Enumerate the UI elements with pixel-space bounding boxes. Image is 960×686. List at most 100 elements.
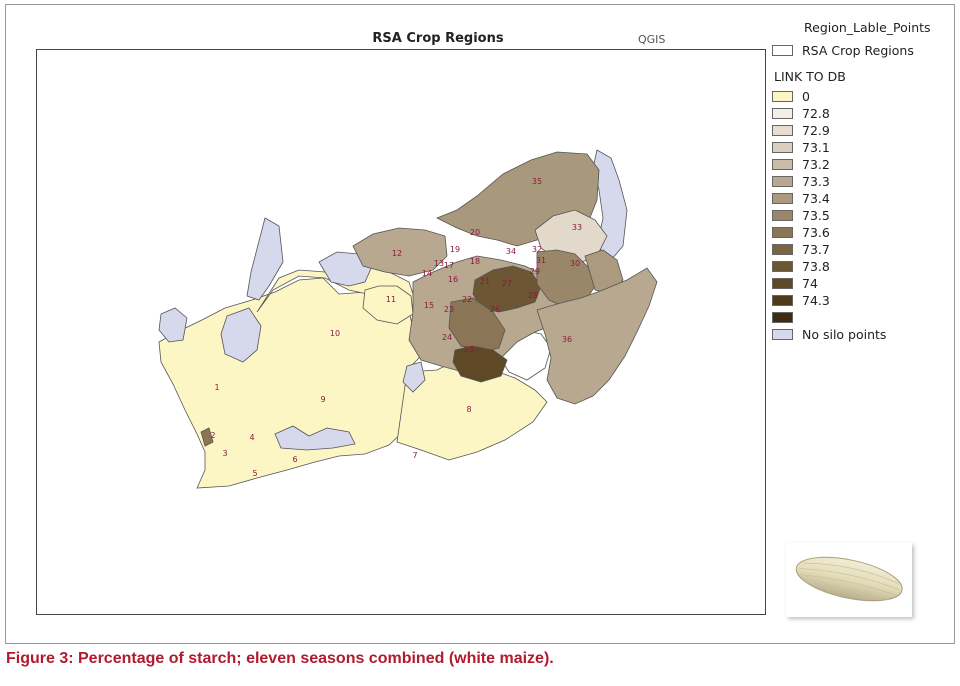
region-nosilo-kalahari [318, 251, 374, 287]
legend-swatch [772, 158, 793, 170]
region-label-6: 6 [292, 455, 297, 464]
legend-swatch [772, 277, 793, 289]
region-label-24: 24 [442, 333, 452, 342]
regions-layer-swatch [772, 44, 793, 56]
region-label-15: 15 [424, 301, 434, 310]
legend-swatch [772, 209, 793, 221]
white-maize-photo [786, 543, 912, 617]
legend-class-13 [772, 310, 802, 324]
legend-points-layer: Region_Lable_Points [804, 20, 931, 35]
region-nosilo-free-state [402, 361, 426, 393]
region-label-3: 3 [222, 449, 227, 458]
region-label-2: 2 [210, 431, 215, 440]
legend-class-11: 74 [772, 275, 818, 291]
region-nosilo-namaqua [158, 307, 188, 343]
legend-class-label: 72.9 [802, 122, 830, 138]
legend-swatch [772, 124, 793, 136]
region-label-35: 35 [532, 177, 542, 186]
legend-swatch [772, 243, 793, 255]
legend-swatch [772, 107, 793, 119]
legend-regions-layer: RSA Crop Regions [772, 42, 914, 58]
region-brown-kzn [536, 267, 658, 405]
region-label-20: 20 [470, 228, 480, 237]
region-label-5: 5 [252, 469, 257, 478]
region-cape-strip [200, 427, 214, 447]
legend-class-label: 72.8 [802, 105, 830, 121]
legend-swatch [772, 311, 793, 323]
legend-class-label: 73.5 [802, 207, 830, 223]
region-brown-northwest [352, 227, 448, 277]
region-label-32: 32 [532, 245, 542, 254]
legend-swatch [772, 260, 793, 272]
legend-class-3: 73.1 [772, 139, 830, 155]
region-label-16: 16 [448, 275, 458, 284]
region-label-29: 29 [530, 267, 540, 276]
legend-class-12: 74.3 [772, 292, 830, 308]
legend-class-5: 73.3 [772, 173, 830, 189]
region-brown-mpumalanga [536, 249, 596, 309]
legend-class-label: 73.4 [802, 190, 830, 206]
region-label-11: 11 [386, 295, 396, 304]
legend-class-8: 73.6 [772, 224, 830, 240]
region-label-7: 7 [412, 451, 417, 460]
region-label-22: 22 [462, 295, 472, 304]
legend-class-label: 73.6 [802, 224, 830, 240]
legend-class-label: 73.1 [802, 139, 830, 155]
software-label: QGIS [638, 33, 666, 46]
region-nosilo-karoo [220, 307, 262, 363]
region-label-31: 31 [536, 256, 546, 265]
region-label-26: 26 [490, 305, 500, 314]
legend-class-2: 72.9 [772, 122, 830, 138]
legend-class-4: 73.2 [772, 156, 830, 172]
legend-class-label: 73.2 [802, 156, 830, 172]
region-label-10: 10 [330, 329, 340, 338]
region-label-4: 4 [249, 433, 254, 442]
region-label-18: 18 [470, 257, 480, 266]
no-silo-swatch [772, 328, 793, 340]
region-label-19: 19 [450, 245, 460, 254]
region-nosilo-northwest [246, 217, 284, 301]
legend-class-label: 74 [802, 275, 818, 291]
legend-swatch [772, 192, 793, 204]
region-brown-dark-25 [452, 345, 508, 383]
map-canvas: 1 2 3 4 5 6 7 8 9 10 11 12 13 14 15 16 17 18 19 20 21 22 23 24 2… [36, 49, 766, 615]
regions-layer-label: RSA Crop Regions [802, 42, 914, 58]
legend-class-label: 74.3 [802, 292, 830, 308]
maize-cob-image [795, 556, 903, 602]
legend-no-silo: No silo points [772, 326, 887, 342]
legend-class-6: 73.4 [772, 190, 830, 206]
region-brown-30 [584, 249, 624, 295]
region-label-28: 28 [528, 291, 538, 300]
region-label-17: 17 [444, 261, 454, 270]
region-label-12: 12 [392, 249, 402, 258]
region-label-25: 25 [464, 345, 474, 354]
region-label-8: 8 [466, 405, 471, 414]
region-label-34: 34 [506, 247, 516, 256]
region-label-1: 1 [214, 383, 219, 392]
region-label-30: 30 [570, 259, 580, 268]
legend-class-label: 0 [802, 88, 810, 104]
legend-class-label: 73.3 [802, 173, 830, 189]
region-label-21: 21 [480, 277, 490, 286]
no-silo-label: No silo points [802, 326, 887, 342]
region-label-27: 27 [502, 279, 512, 288]
legend-class-10: 73.8 [772, 258, 830, 274]
legend-swatch [772, 141, 793, 153]
region-label-23: 23 [444, 305, 454, 314]
region-brown-mid-core [448, 297, 506, 353]
region-label-9: 9 [320, 395, 325, 404]
legend-swatch [772, 226, 793, 238]
legend-class-7: 73.5 [772, 207, 830, 223]
legend-class-1: 72.8 [772, 105, 830, 121]
region-label-13: 13 [434, 259, 444, 268]
region-label-36: 36 [562, 335, 572, 344]
legend-swatch [772, 294, 793, 306]
figure-caption: Figure 3: Percentage of starch; eleven s… [6, 650, 554, 667]
legend-class-9: 73.7 [772, 242, 830, 257]
legend-field-title: LINK TO DB [774, 69, 846, 84]
map-title: RSA Crop Regions [372, 31, 504, 46]
legend-class-label: 73.8 [802, 258, 830, 274]
region-nosilo-south [274, 425, 356, 451]
